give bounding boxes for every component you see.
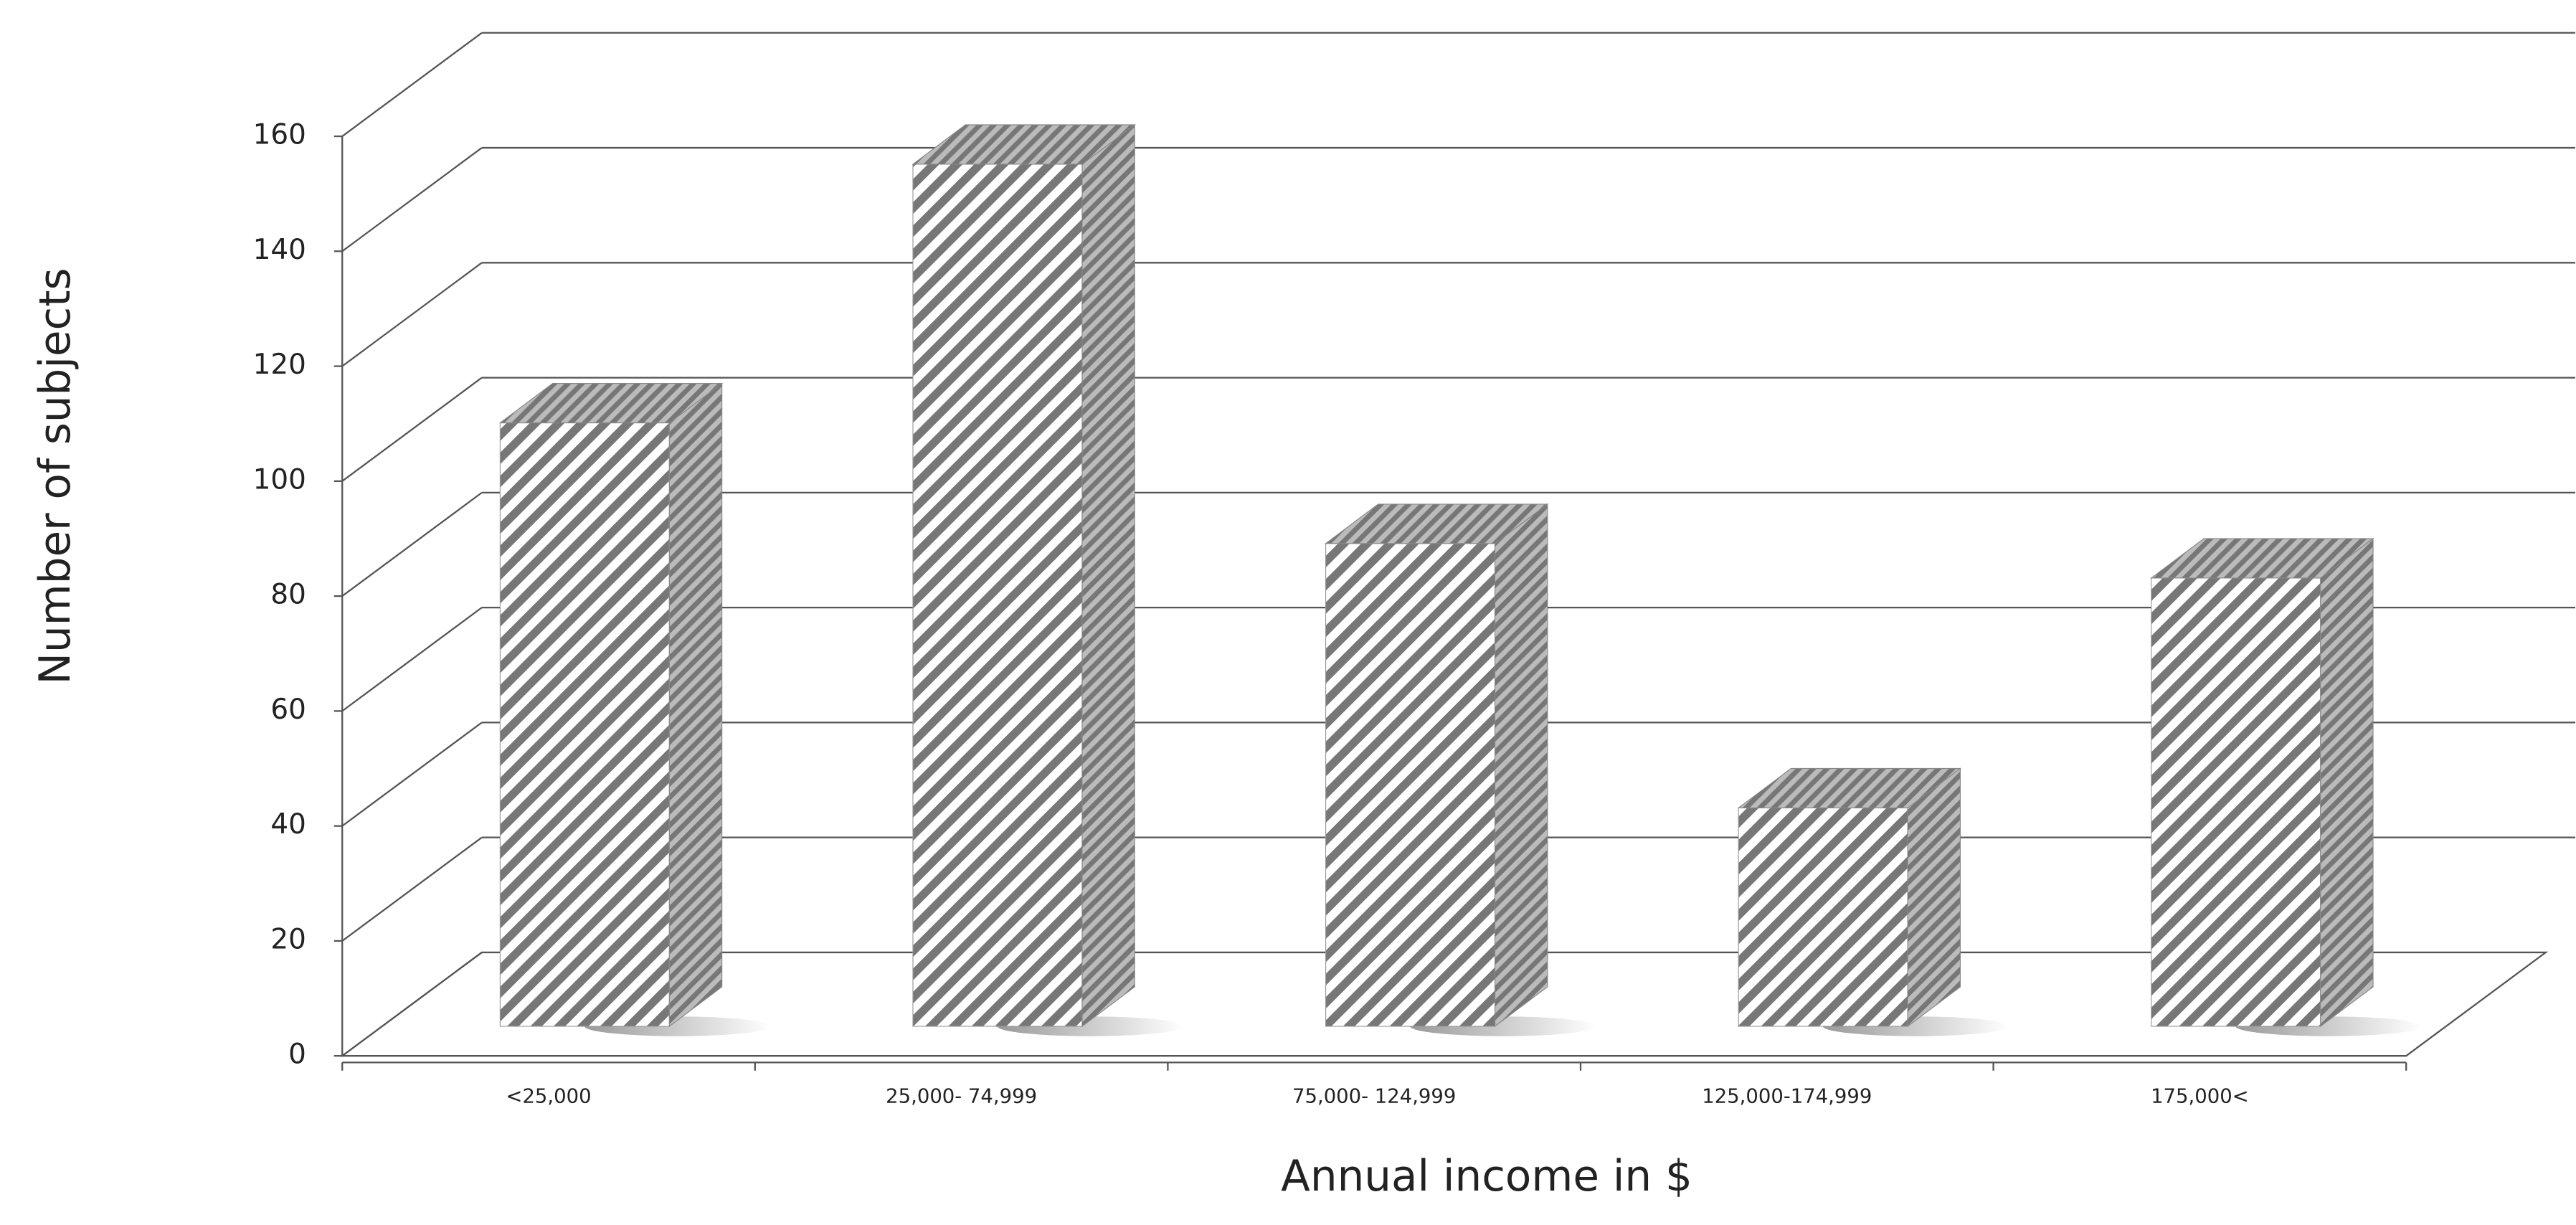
y-tick-label: 0 <box>288 1039 306 1071</box>
bar-top <box>2150 538 2374 579</box>
x-tick-label: 175,000< <box>2151 1085 2249 1107</box>
bar <box>499 422 670 1027</box>
side-grid-line <box>341 836 483 942</box>
y-tick-label: 60 <box>270 694 306 726</box>
x-axis-title: Annual income in $ <box>1281 1152 1692 1201</box>
x-tick-label: 25,000- 74,999 <box>886 1085 1037 1107</box>
y-tick-label: 160 <box>253 119 306 151</box>
y-tick-label: 120 <box>253 349 306 381</box>
x-tick-label: 125,000-174,999 <box>1702 1085 1872 1107</box>
bar-side <box>1494 503 1548 1028</box>
y-tick-label: 140 <box>253 234 306 266</box>
y-tick-label: 20 <box>270 923 306 955</box>
bar <box>912 164 1083 1027</box>
x-tick-label: 75,000- 124,999 <box>1292 1085 1456 1107</box>
bar-top <box>911 124 1136 165</box>
bar-side <box>668 382 723 1028</box>
y-tick-label: 100 <box>253 463 306 496</box>
bar-side <box>1907 767 1961 1028</box>
y-tick-label: 80 <box>270 579 306 611</box>
side-grid-line <box>341 32 483 137</box>
bar-side <box>1081 123 1135 1028</box>
side-grid-line <box>341 377 483 482</box>
bar-top <box>498 383 724 424</box>
y-axis-title: Number of subjects <box>31 268 80 684</box>
side-grid-line <box>341 491 483 597</box>
y-tick-label: 40 <box>270 808 306 841</box>
side-grid-line <box>341 147 483 252</box>
side-grid-line <box>341 722 483 827</box>
bar <box>1738 807 1908 1027</box>
side-grid-line <box>341 262 483 367</box>
bar-top <box>1737 767 1962 809</box>
x-tick-label: <25,000 <box>506 1085 591 1107</box>
bar-side <box>2320 537 2374 1028</box>
side-grid-line <box>341 952 483 1057</box>
bar <box>2151 577 2321 1027</box>
bar-top <box>1324 503 1549 544</box>
bar <box>1325 543 1496 1027</box>
side-grid-line <box>341 607 483 712</box>
